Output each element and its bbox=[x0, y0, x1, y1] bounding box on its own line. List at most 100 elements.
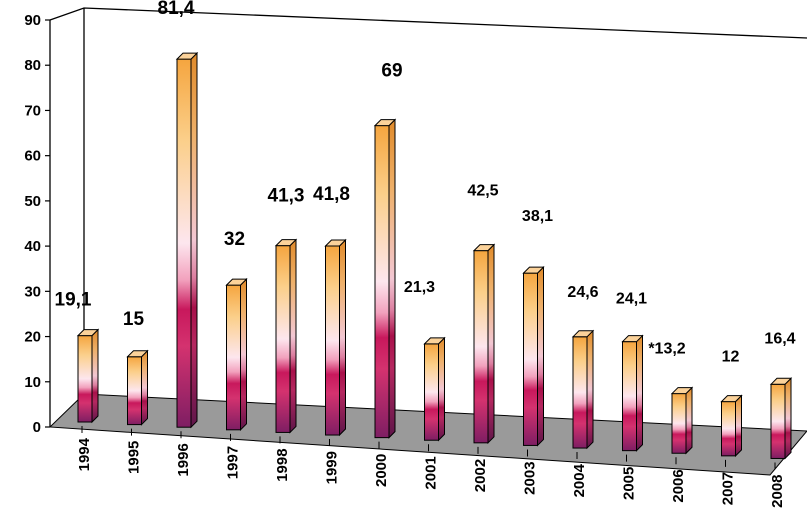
bar-front bbox=[374, 125, 390, 439]
bar-2008 bbox=[769, 377, 793, 460]
bar-top bbox=[225, 278, 248, 286]
bar-front bbox=[671, 393, 687, 454]
bar-front bbox=[770, 383, 786, 459]
bar-front bbox=[523, 272, 538, 446]
bar-top bbox=[274, 239, 298, 247]
y-tick-label: 40 bbox=[24, 238, 41, 255]
bar-side bbox=[339, 238, 346, 437]
bar-2004 bbox=[571, 329, 595, 450]
y-tick-label: 30 bbox=[24, 283, 41, 300]
x-tick-label: 2001 bbox=[423, 456, 440, 489]
bar-side bbox=[735, 394, 742, 458]
bar-top bbox=[571, 330, 595, 338]
y-tick-label: 90 bbox=[24, 12, 41, 29]
bar-2005 bbox=[621, 334, 644, 452]
x-tick-label: 1998 bbox=[274, 448, 291, 481]
x-tick-label: 2006 bbox=[670, 469, 687, 502]
bar-top bbox=[472, 244, 496, 252]
data-label: 69 bbox=[381, 61, 402, 82]
bar-front bbox=[127, 356, 142, 426]
data-label: 19,1 bbox=[55, 290, 92, 311]
bar-front bbox=[77, 335, 93, 423]
bar-front bbox=[226, 284, 241, 431]
data-label: 41,3 bbox=[268, 186, 305, 207]
bars-layer bbox=[76, 51, 793, 460]
x-tick-label: 2008 bbox=[769, 474, 786, 507]
bar-2003 bbox=[522, 265, 545, 447]
y-tick-label: 70 bbox=[24, 102, 41, 119]
bar-2007 bbox=[720, 394, 743, 458]
data-label: *13,2 bbox=[648, 341, 685, 358]
data-label: 16,4 bbox=[764, 330, 795, 347]
x-tick-label: 2007 bbox=[720, 472, 737, 505]
bar-side bbox=[636, 334, 643, 452]
y-tick-label: 20 bbox=[24, 329, 41, 346]
y-tick-label: 60 bbox=[24, 148, 41, 165]
bar-side bbox=[784, 377, 792, 460]
bar-1997 bbox=[225, 277, 248, 432]
bar-top bbox=[621, 335, 644, 343]
labels-layer: 0 10 20 30 40 50 60 70 80 90 1994 1995 1996 1997 1998 1… bbox=[24, 0, 795, 508]
y-tick-label: 10 bbox=[24, 374, 41, 391]
x-tick-label: 1994 bbox=[76, 437, 93, 471]
bar-front bbox=[721, 401, 736, 457]
bar-side bbox=[438, 336, 445, 442]
bar-side bbox=[91, 328, 99, 424]
bar-top bbox=[670, 387, 694, 395]
x-tick-label: 1999 bbox=[324, 451, 341, 484]
data-label: 21,3 bbox=[404, 279, 435, 296]
bar-top bbox=[126, 350, 149, 358]
bar-side bbox=[289, 238, 297, 434]
bar-top bbox=[423, 337, 446, 345]
bar-front bbox=[473, 250, 489, 444]
bar-top bbox=[769, 377, 793, 385]
bar-1996 bbox=[175, 51, 199, 429]
x-tick-label: 2002 bbox=[472, 459, 489, 492]
bar-1999 bbox=[324, 238, 347, 437]
x-tick-label: 1997 bbox=[225, 446, 242, 479]
data-label: 32 bbox=[224, 229, 245, 250]
bar-1994 bbox=[76, 328, 100, 424]
y-tick-label: 0 bbox=[33, 419, 41, 436]
bar-front bbox=[176, 58, 192, 428]
bar-2002 bbox=[472, 243, 496, 445]
x-tick-label: 1995 bbox=[126, 441, 143, 474]
bar-front bbox=[325, 245, 340, 436]
bar-side bbox=[388, 118, 396, 439]
bar-top bbox=[76, 329, 100, 337]
x-tick-label: 2005 bbox=[621, 467, 638, 500]
bar-side bbox=[240, 277, 247, 432]
data-label: 42,5 bbox=[467, 183, 498, 200]
bar-1995 bbox=[126, 349, 149, 426]
bar-front bbox=[622, 341, 637, 452]
x-tick-label: 2000 bbox=[373, 454, 390, 487]
bar-top bbox=[720, 395, 743, 403]
data-label: 12 bbox=[722, 349, 740, 366]
data-label: 38,1 bbox=[522, 208, 553, 225]
bar-front bbox=[572, 336, 588, 449]
bar-front bbox=[424, 343, 439, 441]
bar-front bbox=[275, 245, 291, 433]
data-label: 15 bbox=[123, 309, 145, 330]
bar-side bbox=[586, 329, 594, 450]
x-tick-label: 1996 bbox=[175, 443, 192, 476]
bar-top bbox=[175, 52, 199, 60]
bar-side bbox=[685, 386, 693, 455]
data-label: 81,4 bbox=[158, 0, 195, 19]
bar-side bbox=[141, 349, 148, 426]
bar-top bbox=[522, 266, 545, 274]
bar-2001 bbox=[423, 336, 446, 442]
bar-top bbox=[324, 239, 347, 247]
bar-side bbox=[190, 51, 198, 429]
bar-2000 bbox=[373, 118, 397, 439]
x-tick-label: 2004 bbox=[571, 463, 588, 497]
y-tick-label: 50 bbox=[24, 193, 41, 210]
data-label: 24,6 bbox=[567, 284, 598, 301]
bar-side bbox=[537, 265, 544, 447]
bar-2006 bbox=[670, 386, 694, 455]
x-tick-label: 2003 bbox=[522, 461, 539, 494]
bar-top bbox=[373, 119, 397, 127]
bar-side bbox=[487, 243, 495, 445]
data-label: 24,1 bbox=[616, 291, 647, 308]
